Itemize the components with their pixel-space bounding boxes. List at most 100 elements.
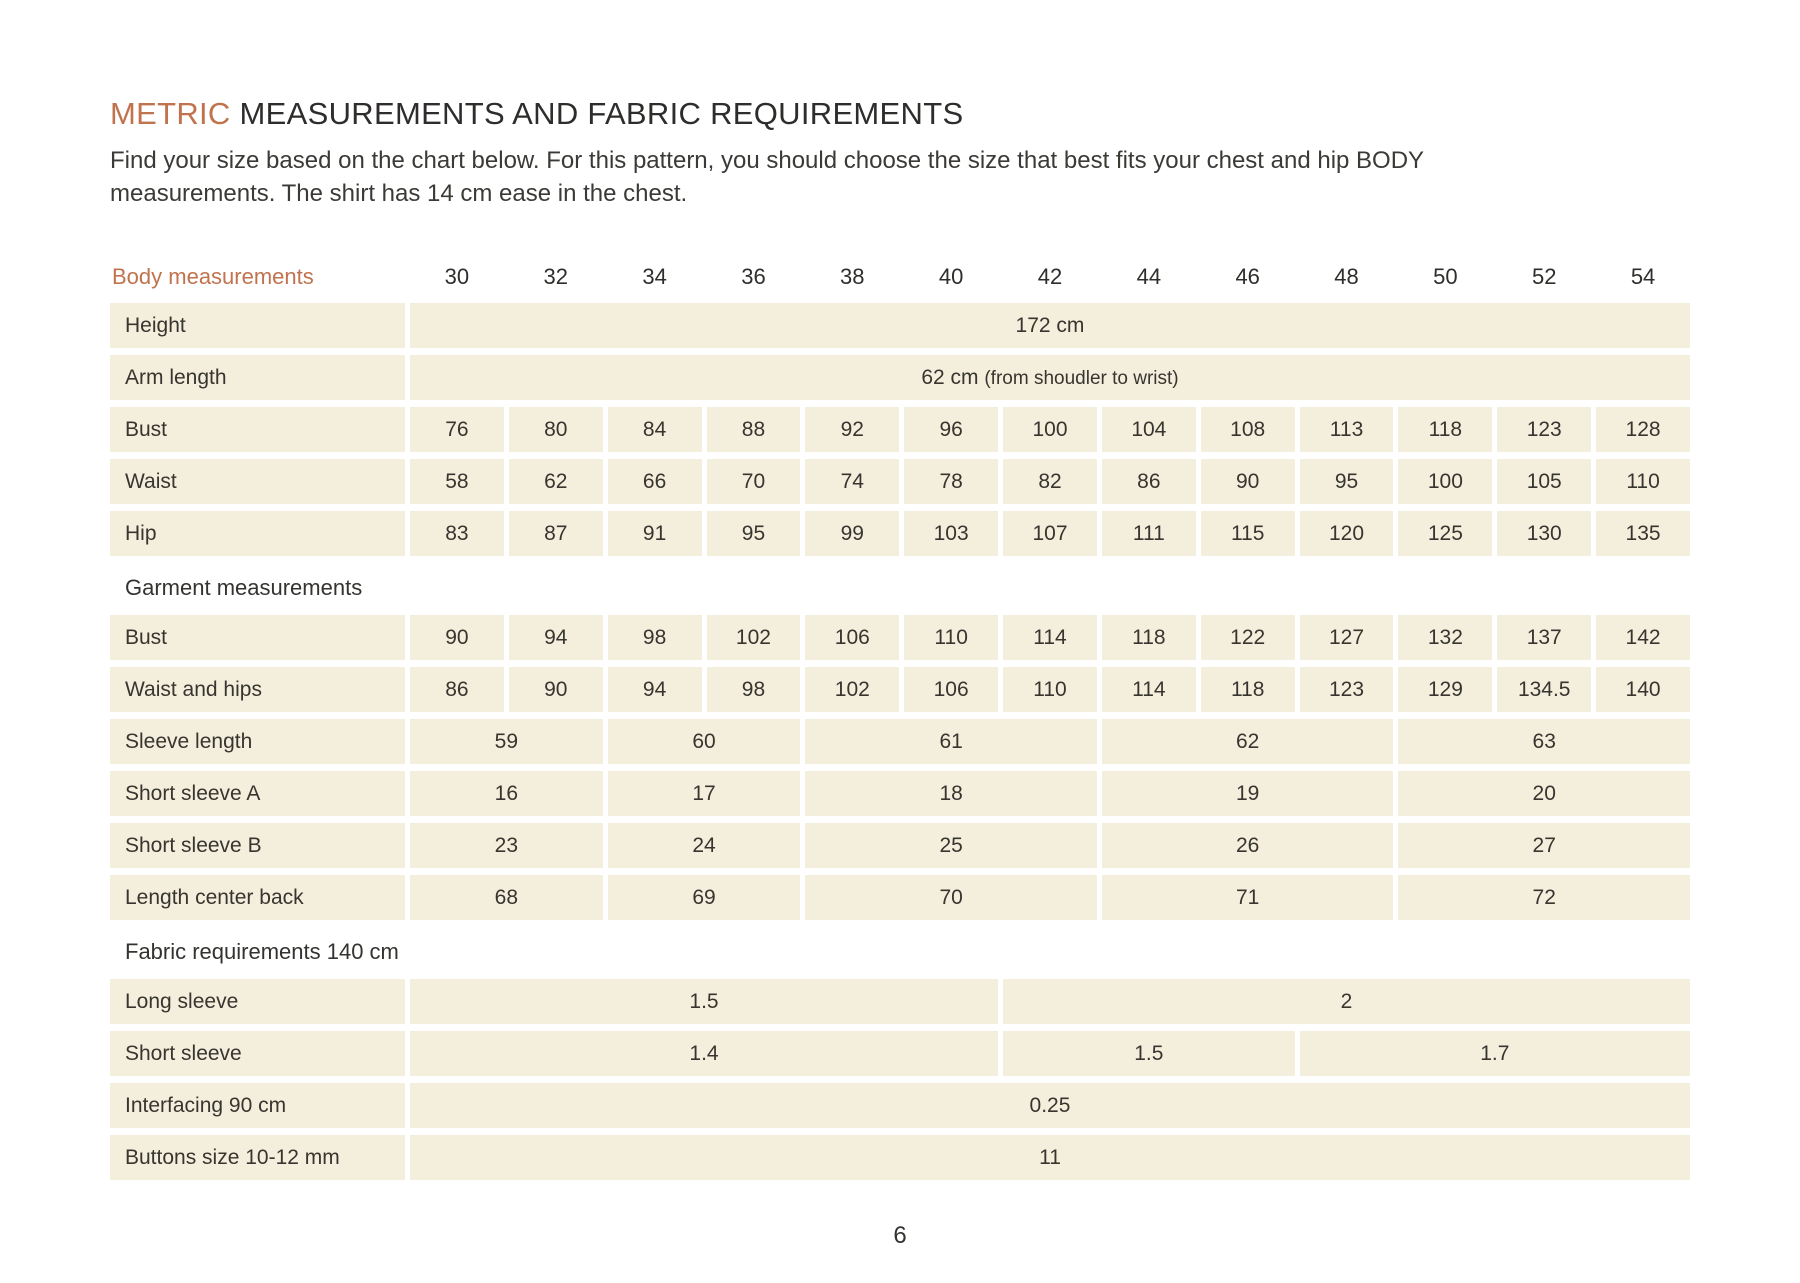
section-fabric-requirements: Fabric requirements 140 cm: [125, 939, 399, 964]
bust-body-value: 100: [1003, 407, 1097, 452]
bust-body-value: 92: [805, 407, 900, 452]
length-center-back-group: 70: [805, 875, 1097, 920]
section-garment-measurements: Garment measurements: [125, 575, 363, 600]
arm-length-main: 62 cm: [921, 366, 979, 389]
waist-hips-garment-value: 134.5: [1497, 667, 1592, 712]
table-header-body-measurements: Body measurements: [112, 264, 314, 289]
bust-garment-value: 110: [904, 615, 999, 660]
size-column-header: 48: [1334, 264, 1359, 289]
row-label-sleeve-length: Sleeve length: [110, 719, 405, 764]
bust-body-value: 96: [904, 407, 999, 452]
bust-body-value: 118: [1398, 407, 1493, 452]
waist-hips-garment-value: 98: [706, 667, 801, 712]
bust-garment-value: 90: [410, 615, 504, 660]
bust-garment-value: 114: [1003, 615, 1097, 660]
waist-hips-garment-value: 123: [1299, 667, 1394, 712]
bust-body-value: 108: [1200, 407, 1295, 452]
intro-paragraph: Find your size based on the chart below.…: [110, 144, 1690, 210]
waist-body-value: 58: [410, 459, 504, 504]
size-column-header: 44: [1136, 264, 1162, 289]
bust-garment-value: 102: [706, 615, 801, 660]
bust-garment-value: 98: [607, 615, 702, 660]
bust-garment-value: 137: [1497, 615, 1592, 660]
hip-body-value: 103: [904, 511, 999, 556]
bust-garment-value: 94: [508, 615, 603, 660]
bust-body-value: 113: [1299, 407, 1394, 452]
short-sleeve-a-group: 20: [1398, 771, 1690, 816]
waist-body-value: 82: [1003, 459, 1097, 504]
row-label-height: Height: [110, 303, 405, 348]
short-sleeve-group: 1.4: [410, 1031, 999, 1076]
waist-hips-garment-value: 140: [1596, 667, 1690, 712]
row-label-waist-hips-garment: Waist and hips: [110, 667, 405, 712]
bust-garment-value: 106: [805, 615, 900, 660]
length-center-back-group: 69: [607, 875, 801, 920]
size-column-header: 54: [1630, 264, 1656, 289]
size-column-header: 50: [1433, 264, 1458, 289]
row-label-arm-length: Arm length: [110, 355, 405, 400]
sleeve-length-group: 60: [607, 719, 801, 764]
bust-garment-value: 142: [1596, 615, 1690, 660]
page-title: METRIC MEASUREMENTS AND FABRIC REQUIREME…: [110, 96, 1690, 132]
bust-body-value: 104: [1101, 407, 1196, 452]
arm-length-value: 62 cm (from shoudler to wrist): [410, 355, 1690, 400]
short-sleeve-a-group: 17: [607, 771, 801, 816]
short-sleeve-a-group: 16: [410, 771, 603, 816]
length-center-back-group: 71: [1101, 875, 1394, 920]
waist-hips-garment-value: 106: [904, 667, 999, 712]
length-center-back-group: 68: [410, 875, 603, 920]
intro-line-2: measurements. The shirt has 14 cm ease i…: [110, 180, 688, 207]
row-label-buttons: Buttons size 10-12 mm: [110, 1135, 405, 1180]
length-center-back-group: 72: [1398, 875, 1690, 920]
hip-body-value: 95: [706, 511, 801, 556]
waist-body-value: 105: [1497, 459, 1592, 504]
sleeve-length-group: 59: [410, 719, 603, 764]
bust-body-value: 88: [706, 407, 801, 452]
size-column-header: 52: [1531, 264, 1557, 289]
hip-body-value: 125: [1398, 511, 1493, 556]
waist-hips-garment-value: 94: [607, 667, 702, 712]
page-number: 6: [893, 1222, 907, 1249]
waist-hips-garment-value: 110: [1003, 667, 1097, 712]
hip-body-value: 130: [1497, 511, 1592, 556]
bust-garment-value: 122: [1200, 615, 1295, 660]
short-sleeve-b-group: 27: [1398, 823, 1690, 868]
row-label-length-center-back: Length center back: [110, 875, 405, 920]
short-sleeve-b-group: 26: [1101, 823, 1394, 868]
waist-body-value: 78: [904, 459, 999, 504]
waist-hips-garment-value: 118: [1200, 667, 1295, 712]
size-column-header: 38: [840, 264, 865, 289]
bust-garment-value: 127: [1299, 615, 1394, 660]
waist-hips-garment-value: 90: [508, 667, 603, 712]
sleeve-length-group: 63: [1398, 719, 1690, 764]
page-content: METRIC MEASUREMENTS AND FABRIC REQUIREME…: [110, 96, 1690, 1250]
bust-garment-value: 118: [1101, 615, 1196, 660]
short-sleeve-b-group: 23: [410, 823, 603, 868]
bust-body-value: 84: [607, 407, 702, 452]
size-column-header: 30: [444, 264, 470, 289]
waist-body-value: 100: [1398, 459, 1493, 504]
row-label-interfacing: Interfacing 90 cm: [110, 1083, 405, 1128]
hip-body-value: 120: [1299, 511, 1394, 556]
row-label-short-sleeve-a: Short sleeve A: [110, 771, 405, 816]
waist-body-value: 66: [607, 459, 702, 504]
row-label-short-sleeve: Short sleeve: [110, 1031, 405, 1076]
long-sleeve-group: 1.5: [410, 979, 999, 1024]
hip-body-value: 107: [1003, 511, 1097, 556]
waist-hips-garment-value: 114: [1101, 667, 1196, 712]
hip-body-value: 135: [1596, 511, 1690, 556]
waist-hips-garment-value: 86: [410, 667, 504, 712]
short-sleeve-b-group: 25: [805, 823, 1097, 868]
bust-body-value: 123: [1497, 407, 1592, 452]
waist-hips-garment-value: 102: [805, 667, 900, 712]
page-title-rest: MEASUREMENTS AND FABRIC REQUIREMENTS: [239, 96, 964, 131]
waist-body-value: 74: [805, 459, 900, 504]
waist-body-value: 90: [1200, 459, 1295, 504]
height-value: 172 cm: [410, 303, 1690, 348]
hip-body-value: 87: [508, 511, 603, 556]
hip-body-value: 111: [1101, 511, 1196, 556]
sleeve-length-group: 62: [1101, 719, 1394, 764]
row-label-bust-garment: Bust: [110, 615, 405, 660]
waist-body-value: 95: [1299, 459, 1394, 504]
bust-garment-value: 132: [1398, 615, 1493, 660]
